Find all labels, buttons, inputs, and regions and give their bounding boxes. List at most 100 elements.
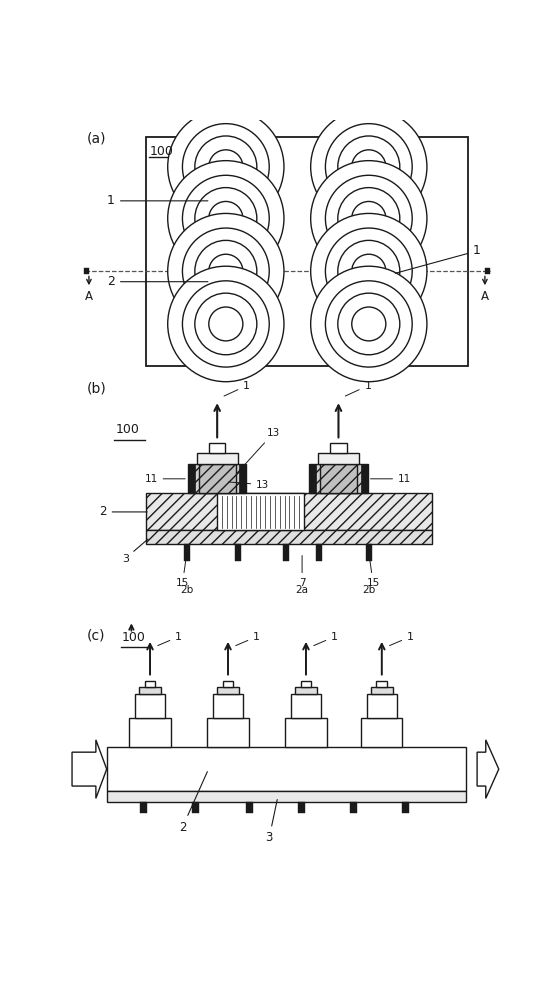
Bar [130, 718, 170, 747]
Text: (c): (c) [87, 628, 106, 642]
Text: 2: 2 [107, 275, 208, 288]
Bar [366, 544, 372, 561]
Text: 1: 1 [345, 381, 372, 396]
Ellipse shape [338, 293, 400, 355]
Text: A: A [85, 290, 93, 303]
Bar [209, 443, 225, 453]
Ellipse shape [209, 150, 243, 184]
Ellipse shape [311, 213, 427, 329]
Bar [192, 802, 199, 813]
Ellipse shape [325, 281, 412, 367]
Ellipse shape [209, 254, 243, 288]
Bar [140, 802, 147, 813]
Bar [107, 747, 466, 791]
Ellipse shape [168, 109, 284, 225]
Ellipse shape [311, 266, 427, 382]
Ellipse shape [338, 240, 400, 302]
Bar [298, 802, 305, 813]
Ellipse shape [325, 175, 412, 262]
Bar [320, 464, 357, 493]
Ellipse shape [168, 161, 284, 276]
Bar [295, 687, 317, 694]
Bar [188, 464, 195, 493]
Bar [350, 802, 357, 813]
Bar [139, 687, 161, 694]
Bar [309, 464, 316, 493]
Bar [184, 544, 190, 561]
Text: 3: 3 [122, 539, 148, 564]
Ellipse shape [195, 293, 257, 355]
Text: 13: 13 [236, 428, 280, 474]
Bar [146, 493, 432, 530]
Text: 1: 1 [158, 632, 182, 646]
Bar [135, 694, 165, 718]
Bar [485, 268, 490, 274]
Text: 1: 1 [236, 632, 260, 646]
Ellipse shape [182, 175, 269, 262]
Ellipse shape [352, 201, 386, 235]
Polygon shape [477, 740, 499, 798]
Bar [318, 453, 359, 464]
Bar [301, 681, 311, 687]
Text: 11: 11 [371, 474, 411, 484]
Text: 2: 2 [99, 505, 147, 518]
Text: 3: 3 [266, 800, 277, 844]
Bar [291, 694, 321, 718]
Ellipse shape [352, 307, 386, 341]
Bar [197, 453, 238, 464]
Ellipse shape [182, 124, 269, 210]
Bar [146, 530, 432, 544]
Text: 1: 1 [224, 381, 250, 396]
Ellipse shape [338, 136, 400, 198]
Bar [107, 791, 466, 802]
Text: 15: 15 [367, 555, 380, 588]
Ellipse shape [352, 150, 386, 184]
Text: (a): (a) [87, 132, 107, 146]
Ellipse shape [352, 254, 386, 288]
Bar [402, 802, 409, 813]
Text: 11: 11 [144, 474, 185, 484]
Ellipse shape [195, 240, 257, 302]
Bar [188, 464, 247, 493]
Text: 2a: 2a [296, 585, 309, 595]
Text: 7: 7 [299, 556, 305, 588]
Bar [145, 681, 155, 687]
Text: 2: 2 [179, 772, 207, 834]
Text: A: A [481, 290, 489, 303]
Bar [361, 464, 368, 493]
Polygon shape [72, 740, 107, 798]
Bar [217, 687, 239, 694]
Bar [286, 718, 326, 747]
Text: 100: 100 [150, 145, 174, 158]
Bar [315, 544, 321, 561]
Bar [222, 681, 234, 687]
Text: 2b: 2b [362, 585, 376, 595]
Ellipse shape [182, 281, 269, 367]
Ellipse shape [325, 228, 412, 314]
Ellipse shape [195, 188, 257, 249]
Ellipse shape [209, 307, 243, 341]
Text: 2b: 2b [180, 585, 193, 595]
Bar [283, 544, 288, 561]
Bar [330, 443, 347, 453]
Bar [246, 802, 253, 813]
Bar [309, 464, 368, 493]
Ellipse shape [311, 109, 427, 225]
Ellipse shape [209, 201, 243, 235]
Bar [199, 464, 235, 493]
Text: 13: 13 [229, 480, 269, 490]
Bar [84, 268, 89, 274]
Text: 1: 1 [395, 244, 481, 273]
Ellipse shape [168, 266, 284, 382]
Bar [376, 681, 387, 687]
Text: 15: 15 [176, 555, 189, 588]
Bar [207, 718, 249, 747]
Ellipse shape [168, 213, 284, 329]
Bar [235, 544, 240, 561]
Bar [217, 493, 304, 530]
Ellipse shape [325, 124, 412, 210]
Text: 1: 1 [107, 194, 208, 207]
Ellipse shape [195, 136, 257, 198]
Bar [146, 137, 468, 366]
Text: (b): (b) [87, 382, 107, 396]
